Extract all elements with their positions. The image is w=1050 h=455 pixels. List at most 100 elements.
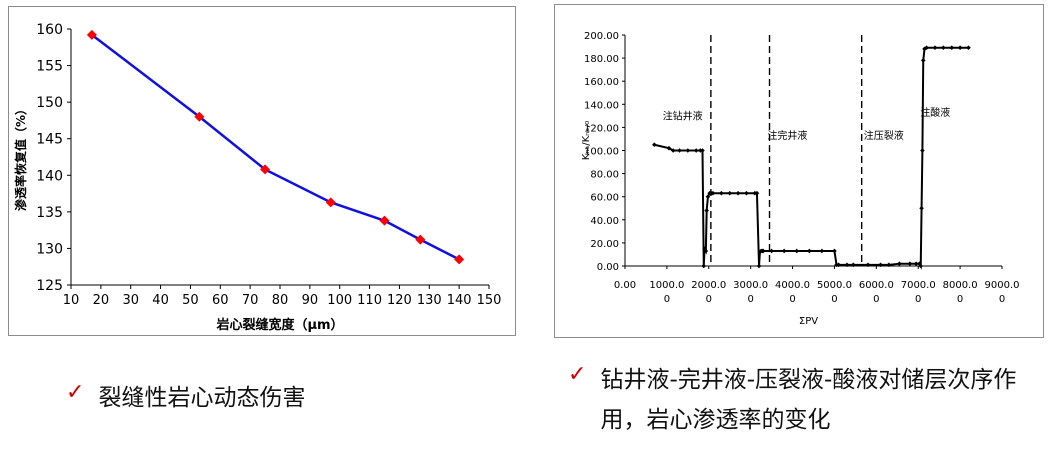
- data-point: [878, 262, 883, 268]
- x-tick-label: 3000.0 0: [733, 280, 768, 305]
- x-tick-label: 5000.0 0: [817, 280, 852, 305]
- caption-right-text: 钻井液-完井液-压裂液-酸液对储层次序作用，岩心渗透率的变化: [600, 367, 1017, 433]
- data-point: [700, 148, 705, 153]
- data-point: [922, 46, 927, 52]
- data-point: [919, 205, 924, 211]
- y-tick-label: 40.00: [590, 216, 619, 227]
- x-tick-label: 30: [122, 293, 139, 308]
- data-point: [735, 190, 741, 196]
- data-point: [705, 194, 711, 199]
- data-point: [957, 45, 963, 51]
- data-point: [819, 248, 825, 254]
- data-point: [907, 261, 913, 266]
- y-tick-label: 120.00: [584, 123, 619, 134]
- data-point: [754, 190, 760, 196]
- x-tick-label: 40: [152, 293, 169, 308]
- stage-annotation: 注完井液: [767, 129, 807, 142]
- data-point: [807, 248, 812, 254]
- data-point: [760, 248, 766, 254]
- data-point: [415, 234, 426, 245]
- y-tick-label: 130: [36, 241, 63, 257]
- data-point: [897, 261, 902, 266]
- data-point: [260, 164, 271, 175]
- y-tick-label: 155: [36, 59, 63, 75]
- right-chart: 0.00 20.00 40.00 60.00 80.00 100.00 120.00 140.…: [581, 31, 1020, 327]
- caption-right: ✓ 钻井液-完井液-压裂液-酸液对储层次序作用，岩心渗透率的变化: [568, 360, 1038, 440]
- y-tick-label: 100.00: [584, 147, 619, 158]
- data-point: [701, 263, 707, 269]
- y-tick-label: 160: [36, 22, 63, 38]
- data-point: [949, 45, 955, 51]
- data-point: [194, 111, 205, 122]
- x-axis-label: ΣPV: [799, 316, 818, 327]
- stage-annotation: 注钻井液: [663, 109, 703, 122]
- x-tick-label: 50: [182, 293, 199, 308]
- x-tick-label: 9000.0 0: [985, 280, 1020, 305]
- y-axis-label: 渗透率恢复值（%）: [13, 103, 28, 211]
- x-tick-label: 2000.0 0: [691, 280, 726, 305]
- data-point: [886, 262, 892, 268]
- data-point: [454, 254, 465, 265]
- x-tick-label: 80: [272, 293, 289, 308]
- data-point: [704, 208, 709, 213]
- x-tick-label: 4000.0 0: [775, 280, 810, 305]
- data-point: [836, 262, 841, 268]
- y-tick-label: 140: [36, 168, 63, 184]
- data-point: [325, 197, 336, 208]
- data-point: [913, 261, 919, 266]
- data-point: [832, 248, 837, 254]
- y-tick-label: 0.00: [597, 262, 619, 273]
- x-tick-label: 60: [212, 293, 229, 308]
- data-point: [727, 190, 733, 196]
- data-point: [670, 148, 676, 153]
- y-tick-label: 80.00: [590, 170, 619, 181]
- data-point: [966, 45, 971, 51]
- y-tick-label: 200.00: [584, 31, 619, 42]
- y-tick-label: 135: [36, 205, 63, 221]
- check-icon: ✓: [568, 362, 587, 387]
- x-tick-label: 20: [93, 293, 110, 308]
- y-tick-label: 60.00: [590, 193, 619, 204]
- x-tick-label: 8000.0 0: [943, 280, 978, 305]
- y-tick-label: 150: [36, 95, 63, 111]
- left-chart: 10 20 30 40 50 60 70 80 90 100 110 120 130 140 150 125 1…: [13, 22, 501, 333]
- data-point: [932, 45, 938, 51]
- x-tick-label: 90: [302, 293, 319, 308]
- x-tick-label: 6000.0 0: [859, 280, 894, 305]
- y-tick-label: 160.00: [584, 77, 619, 88]
- x-axis-label: 岩心裂缝宽度（μm）: [215, 317, 343, 333]
- data-point: [86, 29, 97, 40]
- y-tick-label: 145: [36, 132, 63, 148]
- data-point: [920, 58, 926, 63]
- data-point: [744, 190, 749, 196]
- right-chart-panel: 0.00 20.00 40.00 60.00 80.00 100.00 120.00 140.…: [554, 4, 1044, 338]
- x-tick-label: 100: [327, 293, 352, 308]
- series-line: [91, 33, 460, 261]
- data-point: [794, 248, 800, 254]
- data-point: [702, 246, 707, 251]
- x-tick-label: 140: [447, 293, 472, 308]
- y-tick-label: 20.00: [590, 239, 619, 250]
- data-point: [666, 145, 672, 151]
- data-point: [379, 215, 390, 226]
- data-point: [781, 248, 787, 254]
- y-tick-label: 140.00: [584, 100, 619, 111]
- y-tick-label: 180.00: [584, 54, 619, 65]
- data-point: [918, 263, 924, 269]
- caption-left: ✓ 裂缝性岩心动态伤害: [66, 378, 305, 418]
- data-point: [850, 262, 856, 268]
- y-axis-label: Kₙₐ/Kₙₐ,₀: [581, 121, 592, 160]
- caption-left-text: 裂缝性岩心动态伤害: [98, 385, 306, 411]
- stage-annotation: 注酸液: [920, 106, 950, 119]
- y-tick-label: 125: [36, 278, 63, 294]
- data-point: [769, 248, 774, 254]
- x-tick-label: 130: [417, 293, 442, 308]
- data-point: [865, 262, 871, 268]
- data-point: [757, 249, 763, 255]
- data-point: [652, 142, 657, 148]
- x-tick-label: 7000.0 0: [901, 280, 936, 305]
- x-tick-label: 70: [242, 293, 259, 308]
- data-point: [941, 45, 946, 51]
- x-tick-label: 10: [63, 293, 80, 308]
- data-point: [703, 248, 709, 254]
